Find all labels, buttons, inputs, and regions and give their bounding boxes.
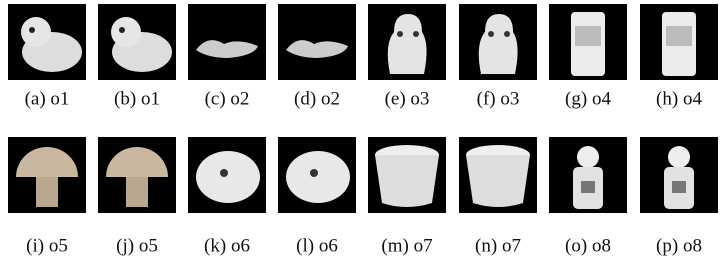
object-shape bbox=[220, 169, 228, 177]
photo bbox=[98, 4, 176, 80]
object-shape bbox=[21, 17, 51, 47]
photo bbox=[549, 137, 627, 213]
object-shape bbox=[397, 31, 403, 37]
caption: (b) o1 bbox=[114, 88, 160, 109]
caption: (e) o3 bbox=[385, 88, 430, 109]
object-shape bbox=[286, 151, 350, 203]
object-shape bbox=[196, 151, 260, 203]
photo bbox=[188, 4, 266, 80]
photo bbox=[640, 4, 718, 80]
object-shape bbox=[666, 26, 692, 46]
caption: (d) o2 bbox=[294, 88, 340, 109]
caption: (m) o7 bbox=[381, 235, 432, 256]
object-shape bbox=[310, 169, 318, 177]
object-shape bbox=[119, 27, 125, 33]
caption: (l) o6 bbox=[296, 235, 338, 256]
caption: (i) o5 bbox=[26, 235, 68, 256]
object-shape bbox=[577, 146, 599, 168]
photo bbox=[368, 4, 446, 80]
caption: (f) o3 bbox=[477, 88, 520, 109]
photo-background bbox=[188, 4, 266, 80]
caption: (j) o5 bbox=[116, 235, 158, 256]
object-shape bbox=[488, 31, 494, 37]
photo bbox=[8, 137, 86, 213]
object-shape bbox=[413, 31, 419, 37]
caption: (c) o2 bbox=[205, 88, 250, 109]
object-shape bbox=[504, 31, 510, 37]
object-shape bbox=[668, 146, 690, 168]
photo bbox=[459, 137, 537, 213]
figure: (a) o1 (b) o1 (c) o2 (d) o2 (e) o3 (f) o3 (g) … bbox=[0, 0, 724, 264]
object-shape bbox=[672, 181, 686, 193]
object-shape bbox=[126, 177, 148, 207]
object-shape bbox=[29, 27, 35, 33]
caption: (h) o4 bbox=[656, 88, 702, 109]
caption: (k) o6 bbox=[204, 235, 250, 256]
caption: (g) o4 bbox=[565, 88, 611, 109]
object-shape bbox=[36, 177, 58, 207]
photo bbox=[278, 4, 356, 80]
photo bbox=[278, 137, 356, 213]
caption: (p) o8 bbox=[656, 235, 702, 256]
photo-background bbox=[278, 4, 356, 80]
photo bbox=[8, 4, 86, 80]
photo bbox=[188, 137, 266, 213]
object-shape bbox=[581, 181, 595, 193]
photo bbox=[459, 4, 537, 80]
photo bbox=[549, 4, 627, 80]
caption: (o) o8 bbox=[565, 235, 611, 256]
object-shape bbox=[466, 155, 530, 207]
photo bbox=[98, 137, 176, 213]
object-shape bbox=[111, 17, 141, 47]
photo bbox=[640, 137, 718, 213]
caption: (n) o7 bbox=[475, 235, 521, 256]
object-shape bbox=[375, 155, 439, 207]
caption: (a) o1 bbox=[25, 88, 70, 109]
object-shape bbox=[575, 26, 601, 46]
photo bbox=[368, 137, 446, 213]
